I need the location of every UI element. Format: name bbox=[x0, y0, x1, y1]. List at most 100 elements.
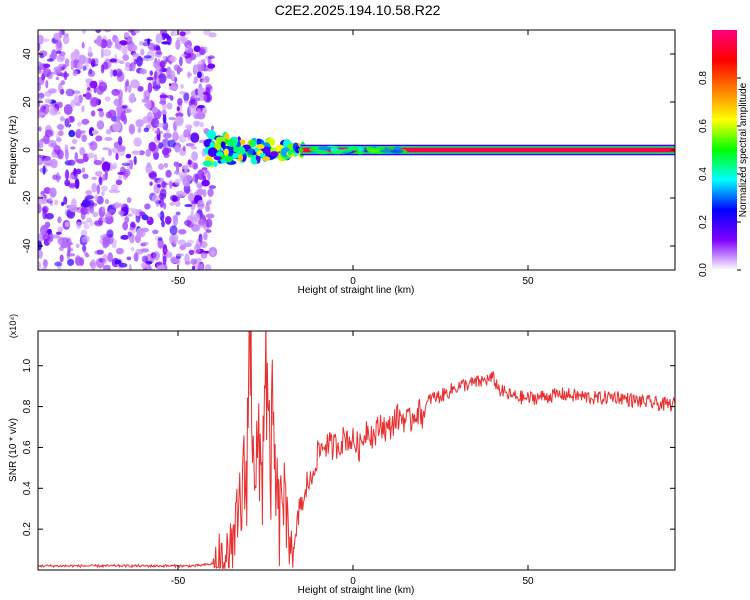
colorbar-tick-label: 0.8 bbox=[698, 71, 709, 85]
heatmap-noise-cell bbox=[178, 134, 187, 143]
heatmap-noise-cell bbox=[184, 164, 188, 174]
heatmap-noise-cell bbox=[102, 173, 106, 182]
heatmap-noise-cell bbox=[56, 132, 60, 141]
heatmap-noise-cell bbox=[102, 147, 110, 151]
heatmap-noise-cell bbox=[208, 32, 217, 38]
heatmap-noise-cell bbox=[190, 146, 197, 150]
heatmap-noise-cell bbox=[100, 38, 108, 49]
heatmap-noise-cell bbox=[85, 189, 93, 196]
heatmap-cluster-cell bbox=[220, 141, 226, 149]
snr-y-tick-label: 0.2 bbox=[22, 522, 33, 536]
heatmap-noise-cell bbox=[90, 110, 96, 117]
heatmap-noise-cell bbox=[193, 212, 201, 222]
heatmap-noise-cell bbox=[114, 43, 122, 50]
heatmap-noise-cell bbox=[106, 38, 112, 49]
heatmap-noise-cell bbox=[67, 258, 75, 266]
heatmap-noise-cell bbox=[101, 157, 105, 162]
heatmap-noise-cell bbox=[199, 235, 203, 246]
heatmap-noise-cell bbox=[162, 255, 167, 266]
heatmap-noise-cell bbox=[124, 82, 128, 93]
heatmap-noise-cell bbox=[122, 168, 131, 177]
heatmap-noise-cell bbox=[42, 206, 48, 214]
heatmap-noise-cell bbox=[81, 167, 86, 173]
heatmap-noise-cell bbox=[53, 66, 63, 73]
heatmap-noise-cell bbox=[103, 264, 111, 270]
heatmap-noise-cell bbox=[183, 242, 192, 248]
heatmap-noise-cell bbox=[108, 209, 116, 214]
heatmap-noise-cell bbox=[40, 190, 45, 196]
heatmap-noise-cell bbox=[173, 214, 179, 226]
heatmap-noise-cell bbox=[149, 70, 154, 76]
heatmap-noise-cell bbox=[64, 169, 70, 181]
heatmap-noise-cell bbox=[40, 138, 49, 142]
heatmap-noise-cell bbox=[79, 147, 86, 156]
heatmap-noise-cell bbox=[184, 44, 193, 54]
heatmap-cluster-cell bbox=[247, 148, 254, 156]
heatmap-noise-cell bbox=[102, 254, 108, 264]
heatmap-noise-cell bbox=[163, 202, 167, 210]
heatmap-noise-cell bbox=[59, 254, 64, 263]
heatmap-noise-cell bbox=[38, 157, 42, 165]
heatmap-noise-cell bbox=[139, 68, 147, 75]
heatmap-noise-cell bbox=[85, 195, 95, 200]
heatmap-noise-cell bbox=[184, 219, 192, 227]
heatmap-noise-cell bbox=[166, 95, 174, 99]
heatmap-noise-cell bbox=[174, 145, 181, 153]
colorbar-gradient bbox=[712, 30, 737, 270]
heatmap-noise-cell bbox=[175, 161, 180, 173]
heatmap-noise-cell bbox=[121, 45, 128, 55]
heatmap-noise-cell bbox=[72, 70, 78, 77]
heatmap-noise-cell bbox=[81, 105, 85, 113]
heatmap-noise-cell bbox=[142, 241, 149, 246]
spectrogram-y-tick-label: -20 bbox=[22, 190, 33, 205]
heatmap-noise-cell bbox=[188, 192, 195, 202]
heatmap-noise-cell bbox=[128, 263, 132, 270]
heatmap-noise-cell bbox=[199, 121, 204, 128]
heatmap-noise-cell bbox=[135, 118, 144, 128]
heatmap-noise-cell bbox=[178, 228, 187, 235]
heatmap-noise-cell bbox=[74, 178, 80, 190]
heatmap-cluster-cell bbox=[202, 160, 213, 167]
heatmap-noise-cell bbox=[197, 219, 207, 228]
heatmap-noise-cell bbox=[173, 64, 180, 71]
heatmap-noise-cell bbox=[101, 185, 108, 192]
heatmap-noise-cell bbox=[133, 252, 139, 262]
heatmap-noise-cell bbox=[151, 106, 159, 114]
heatmap-noise-cell bbox=[75, 243, 80, 249]
heatmap-noise-cell bbox=[211, 125, 215, 131]
heatmap-noise-cell bbox=[132, 52, 139, 58]
spectrogram-heatmap bbox=[38, 30, 675, 270]
heatmap-noise-cell bbox=[175, 39, 181, 51]
heatmap-noise-cell bbox=[157, 163, 165, 170]
heatmap-noise-cell bbox=[84, 92, 92, 100]
heatmap-noise-cell bbox=[52, 110, 61, 115]
heatmap-noise-cell bbox=[106, 229, 114, 238]
heatmap-noise-cell bbox=[159, 210, 165, 222]
heatmap-noise-cell bbox=[145, 148, 152, 157]
heatmap-noise-cell bbox=[41, 73, 46, 81]
heatmap-noise-cell bbox=[200, 59, 206, 63]
heatmap-noise-cell bbox=[194, 173, 199, 185]
heatmap-noise-cell bbox=[157, 212, 161, 218]
heatmap-noise-cell bbox=[134, 30, 140, 34]
heatmap-noise-cell bbox=[104, 30, 111, 33]
heatmap-noise-cell bbox=[162, 55, 167, 60]
heatmap-noise-cell bbox=[70, 99, 76, 108]
heatmap-band-speck bbox=[297, 148, 304, 153]
heatmap-noise-cell bbox=[185, 124, 193, 129]
heatmap-noise-cell bbox=[203, 95, 208, 102]
heatmap-noise-cell bbox=[77, 121, 82, 127]
heatmap-noise-cell bbox=[160, 110, 168, 115]
colorbar: 0.0 0.2 0.4 0.6 0.8 Normalized spectral ampl… bbox=[698, 30, 749, 277]
heatmap-noise-cell bbox=[146, 76, 154, 81]
snr-panel: -50 0 50 0.2 0.4 0.6 0.8 1.0 Height of straigh… bbox=[8, 314, 676, 596]
heatmap-noise-cell bbox=[196, 258, 201, 263]
heatmap-noise-cell bbox=[163, 132, 172, 139]
heatmap-noise-cell bbox=[48, 197, 53, 202]
heatmap-noise-cell bbox=[89, 80, 98, 89]
heatmap-noise-cell bbox=[196, 188, 205, 196]
heatmap-noise-cell bbox=[191, 151, 198, 161]
heatmap-noise-cell bbox=[203, 91, 209, 96]
heatmap-band-speck bbox=[331, 150, 344, 155]
